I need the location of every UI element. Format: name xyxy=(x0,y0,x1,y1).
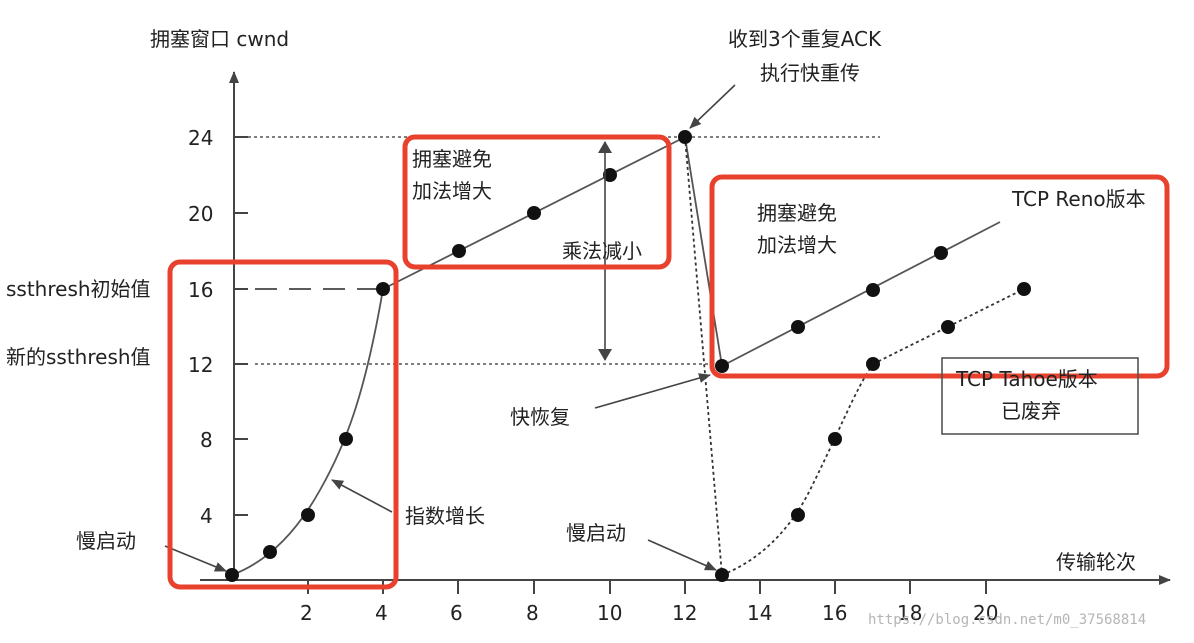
watermark: https://blog.csdn.net/m0_37568814 xyxy=(868,612,1146,628)
avoid2-label-line2: 加法增大 xyxy=(757,233,837,257)
x-tick-label: 2 xyxy=(300,601,313,625)
x-ticks: 2 4 6 8 10 12 14 16 18 20 xyxy=(300,580,998,625)
pointer-arrows xyxy=(164,84,736,572)
ssthresh-initial-label: ssthresh初始值 xyxy=(6,277,151,301)
slow-start-curve xyxy=(231,288,384,576)
ssthresh-new-label: 新的ssthresh值 xyxy=(6,345,151,369)
highlight-boxes xyxy=(167,134,1170,590)
data-point xyxy=(339,432,353,446)
y-tick-label: 24 xyxy=(188,126,213,150)
x-axis-label: 传输轮次 xyxy=(1056,550,1136,574)
slow-start-label-2: 慢启动 xyxy=(566,521,626,545)
data-point xyxy=(791,508,805,522)
slow-start-label-1: 慢启动 xyxy=(76,529,136,553)
exp-growth-arrow xyxy=(331,479,393,513)
y-tick-label: 4 xyxy=(200,504,213,528)
slow-start-highlight xyxy=(167,259,399,590)
data-point xyxy=(866,283,880,297)
exp-growth-label: 指数增长 xyxy=(405,504,485,528)
avoid1-label-line1: 拥塞避免 xyxy=(412,147,492,171)
data-point xyxy=(866,357,880,371)
data-point xyxy=(828,432,842,446)
reno-points xyxy=(225,130,948,582)
ack-label-line2: 执行快重传 xyxy=(760,61,860,85)
x-tick-label: 8 xyxy=(526,601,539,625)
tahoe-slow-start-curve xyxy=(721,363,874,576)
data-point xyxy=(376,282,390,296)
tahoe-label-line2: 已废弃 xyxy=(1001,399,1061,423)
ack-arrow xyxy=(689,84,736,129)
x-tick-label: 10 xyxy=(597,601,622,625)
avoid1-label-line2: 加法增大 xyxy=(412,179,492,203)
mult-decrease-label: 乘法减小 xyxy=(562,239,642,263)
annotations: 收到3个重复ACK 执行快重传 ssthresh初始值 新的ssthresh值 … xyxy=(6,27,1146,628)
tahoe-drop-line xyxy=(684,136,723,576)
avoidance-highlight-2 xyxy=(709,174,1170,379)
y-tick-label: 8 xyxy=(200,428,213,452)
data-point xyxy=(941,320,955,334)
curves xyxy=(231,136,1025,576)
y-ticks: 24 20 16 12 8 4 xyxy=(188,126,248,528)
reno-drop-line xyxy=(684,136,723,367)
x-tick-label: 18 xyxy=(897,601,922,625)
slow-start-arrow-2 xyxy=(647,539,717,571)
avoid2-label-line1: 拥塞避免 xyxy=(757,201,837,225)
data-point xyxy=(263,545,277,559)
guide-lines xyxy=(248,136,880,365)
data-point xyxy=(791,320,805,334)
data-point xyxy=(715,568,729,582)
x-tick-label: 6 xyxy=(450,601,463,625)
data-point xyxy=(934,246,948,260)
y-tick-label: 12 xyxy=(188,353,213,377)
data-point xyxy=(301,508,315,522)
slow-start-arrow-1 xyxy=(164,545,227,572)
congestion-avoidance-line-2 xyxy=(721,221,1001,367)
data-point xyxy=(452,244,466,258)
x-tick-label: 16 xyxy=(822,601,847,625)
y-tick-label: 20 xyxy=(188,202,213,226)
y-tick-label: 16 xyxy=(188,278,213,302)
data-point xyxy=(715,359,729,373)
ack-label-line1: 收到3个重复ACK xyxy=(728,27,882,51)
reno-label: TCP Reno版本 xyxy=(1011,187,1146,211)
x-tick-label: 12 xyxy=(672,601,697,625)
tahoe-box xyxy=(941,357,1139,435)
fast-recovery-arrow xyxy=(594,373,711,409)
x-tick-label: 20 xyxy=(973,601,998,625)
data-point xyxy=(225,568,239,582)
data-point xyxy=(678,130,692,144)
fast-recovery-label: 快恢复 xyxy=(510,405,570,429)
x-tick-label: 14 xyxy=(747,601,772,625)
tahoe-label-line1: TCP Tahoe版本 xyxy=(955,367,1098,391)
x-tick-label: 4 xyxy=(375,601,388,625)
data-point xyxy=(1017,282,1031,296)
tahoe-points xyxy=(715,282,1031,582)
axes xyxy=(200,71,1171,585)
data-point xyxy=(527,206,541,220)
avoidance-highlight-1 xyxy=(402,134,672,270)
y-axis-label: 拥塞窗口 cwnd xyxy=(150,27,289,51)
